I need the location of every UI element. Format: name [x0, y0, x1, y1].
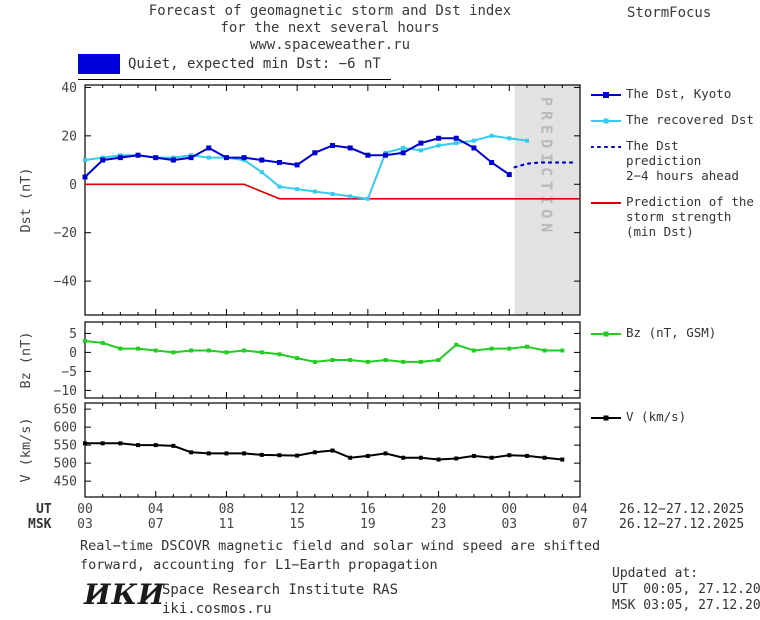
ut-row-label: UT [36, 502, 52, 517]
ytick-label: 600 [54, 421, 77, 436]
ut-date-range: 26.12−27.12.2025 [619, 502, 744, 517]
footnote-line2: forward, accounting for L1−Earth propaga… [80, 557, 438, 573]
msk-row-label: MSK [28, 517, 52, 532]
ylabel-bz: Bz (nT) [18, 332, 34, 389]
institute-url: iki.cosmos.ru [162, 601, 272, 617]
msk-tick-label: 03 [501, 517, 517, 532]
ytick-label: −40 [54, 275, 77, 290]
series-bz-0 [84, 340, 563, 363]
title-block: Forecast of geomagnetic storm and Dst in… [90, 3, 570, 54]
iki-logo: ИКИ [84, 578, 166, 611]
series-dst-2 [84, 134, 528, 200]
legend-label: Prediction of the storm strength (min Ds… [626, 194, 754, 239]
ytick-label: 40 [61, 81, 77, 96]
legend-item: V (km/s) [591, 409, 760, 424]
legend-item: The Dst, Kyoto [591, 86, 760, 101]
msk-tick-label: 23 [431, 517, 447, 532]
ytick-label: −10 [54, 384, 77, 399]
ytick-label: −5 [61, 365, 77, 380]
prediction-band [514, 85, 580, 315]
legend-marker-icon [591, 331, 621, 337]
updated-ut: UT 00:05, 27.12.2025 [612, 582, 760, 597]
ytick-label: 450 [54, 475, 77, 490]
ytick-label: 0 [69, 346, 77, 361]
msk-tick-label: 07 [148, 517, 164, 532]
legend-v: V (km/s) [591, 409, 760, 435]
ytick-label: 650 [54, 403, 77, 418]
ut-tick-label: 04 [572, 502, 588, 517]
legend-label: V (km/s) [626, 409, 687, 424]
legend-dst: The Dst, Kyoto The recovered Dst The Dst p… [591, 86, 760, 250]
ytick-label: 0 [69, 178, 77, 193]
page-title-line2: for the next several hours [220, 20, 440, 36]
legend-bz: Bz (nT, GSM) [591, 325, 760, 351]
banner-underline [78, 79, 391, 80]
legend-marker-icon [591, 202, 621, 204]
ylabel-dst: Dst (nT) [18, 167, 34, 232]
panel-frame-v [84, 402, 581, 498]
ut-tick-label: 00 [77, 502, 93, 517]
ytick-label: 500 [54, 457, 77, 472]
legend-marker-icon [591, 146, 621, 148]
brand-stormfocus: StormFocus [627, 5, 712, 21]
legend-item: The Dst prediction 2−4 hours ahead [591, 138, 760, 183]
msk-tick-label: 07 [572, 517, 588, 532]
series-v-0 [85, 442, 563, 461]
ytick-label: 20 [61, 129, 77, 144]
ut-tick-label: 00 [501, 502, 517, 517]
series-dst-0 [85, 183, 580, 200]
legend-label: The recovered Dst [626, 112, 754, 127]
panel-frame-bz [84, 321, 581, 399]
footnote: Real−time DSCOVR magnetic field and sola… [80, 537, 600, 575]
ut-tick-label: 16 [360, 502, 376, 517]
updated-label: Updated at: [612, 566, 699, 581]
ytick-label: 5 [69, 327, 77, 342]
legend-marker-icon [591, 118, 621, 124]
institute-name: Space Research Institute RAS [162, 582, 399, 598]
msk-date-range: 26.12−27.12.2025 [619, 517, 744, 532]
ut-tick-label: 08 [219, 502, 235, 517]
msk-tick-label: 11 [219, 517, 235, 532]
panel-frame-dst [84, 84, 581, 316]
status-color-swatch [78, 54, 120, 74]
page-title-url: www.spaceweather.ru [249, 37, 411, 53]
legend-marker-icon [591, 92, 621, 98]
legend-item: Bz (nT, GSM) [591, 325, 760, 340]
legend-marker-icon [591, 415, 621, 421]
legend-label: The Dst, Kyoto [626, 86, 732, 101]
updated-msk: MSK 03:05, 27.12.2025 [612, 598, 760, 613]
ylabel-v: V (km/s) [18, 417, 34, 482]
ut-tick-label: 04 [148, 502, 164, 517]
legend-label: Bz (nT, GSM) [626, 325, 717, 340]
legend-label: The Dst prediction 2−4 hours ahead [626, 138, 739, 183]
msk-tick-label: 19 [360, 517, 376, 532]
ut-tick-label: 20 [431, 502, 447, 517]
msk-tick-label: 15 [289, 517, 305, 532]
ytick-label: 550 [54, 439, 77, 454]
status-banner: Quiet, expected min Dst: −6 nT [78, 54, 381, 74]
ytick-label: −20 [54, 226, 77, 241]
prediction-band-label: PREDICTION [537, 97, 555, 237]
page-title: Forecast of geomagnetic storm and Dst in… [148, 3, 512, 19]
msk-tick-label: 03 [77, 517, 93, 532]
status-text: Quiet, expected min Dst: −6 nT [128, 56, 381, 72]
legend-item: Prediction of the storm strength (min Ds… [591, 194, 760, 239]
legend-item: The recovered Dst [591, 112, 760, 127]
updated-block: Updated at: UT 00:05, 27.12.2025 MSK 03:… [612, 566, 760, 614]
ut-tick-label: 12 [289, 502, 305, 517]
footnote-line1: Real−time DSCOVR magnetic field and sola… [80, 538, 601, 554]
